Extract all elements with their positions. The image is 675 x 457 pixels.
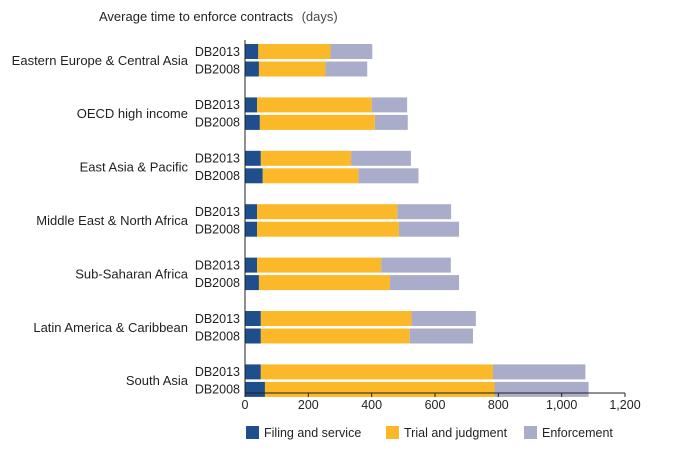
x-tick-label: 200 [298, 398, 319, 412]
bar-segment-trial-and-judgment [257, 97, 372, 113]
bar-segment-enforcement [325, 61, 368, 77]
x-tick-label: 800 [488, 398, 509, 412]
bar-segment-trial-and-judgment [257, 221, 399, 237]
chart-title: Average time to enforce contracts (days) [99, 8, 338, 25]
year-label: DB2013 [195, 205, 240, 219]
x-tick-label: 1,200 [609, 398, 640, 412]
bar-segment-filing-and-service [245, 97, 258, 113]
legend-label: Trial and judgment [404, 426, 508, 440]
bar-segment-enforcement [494, 381, 589, 397]
legend-label: Filing and service [264, 426, 361, 440]
bars-layer [245, 44, 589, 397]
year-label: DB2013 [195, 98, 240, 112]
bar-segment-filing-and-service [245, 311, 261, 326]
legend: Filing and service Trial and judgment Enfo… [246, 426, 613, 440]
legend-swatch [524, 426, 537, 439]
bar-segment-trial-and-judgment [259, 114, 375, 130]
region-label: Middle East & North Africa [36, 213, 188, 228]
bar-segment-filing-and-service [245, 44, 259, 59]
year-label: DB2008 [195, 62, 240, 76]
labels-layer: Eastern Europe & Central Asia DB2013 DB200… [12, 45, 240, 397]
bar-segment-filing-and-service [245, 61, 259, 77]
region-label: Latin America & Caribbean [33, 320, 188, 335]
x-tick-label: 400 [361, 398, 382, 412]
year-label: DB2008 [195, 276, 240, 290]
legend-swatch [386, 426, 399, 439]
year-label: DB2008 [195, 116, 240, 130]
bar-segment-filing-and-service [245, 381, 265, 397]
region-label: Sub-Saharan Africa [75, 266, 189, 281]
bar-segment-enforcement [381, 257, 451, 273]
bar-segment-filing-and-service [245, 168, 263, 184]
bar-segment-filing-and-service [245, 204, 258, 220]
region-label: East Asia & Pacific [80, 160, 189, 175]
year-label: DB2013 [195, 152, 240, 166]
bar-segment-enforcement [371, 97, 408, 113]
region-label: OECD high income [77, 106, 188, 121]
bar-segment-enforcement [374, 114, 408, 130]
x-tick-label: 1,000 [546, 398, 577, 412]
bar-segment-trial-and-judgment [260, 150, 352, 166]
bar-segment-trial-and-judgment [257, 204, 398, 220]
bar-segment-filing-and-service [245, 275, 259, 291]
region-label: Eastern Europe & Central Asia [12, 53, 189, 68]
bar-segment-trial-and-judgment [258, 275, 391, 291]
bar-segment-enforcement [398, 221, 460, 237]
year-label: DB2013 [195, 312, 240, 326]
x-axis: 0 200 400 600 800 1,000 1,200 [242, 40, 641, 412]
bar-segment-enforcement [411, 311, 476, 326]
year-label: DB2008 [195, 329, 240, 343]
region-label: South Asia [126, 373, 189, 388]
bar-segment-enforcement [358, 168, 419, 184]
year-label: DB2008 [195, 383, 240, 397]
bar-segment-enforcement [409, 328, 473, 344]
year-label: DB2013 [195, 365, 240, 379]
bar-segment-trial-and-judgment [257, 257, 382, 273]
bar-segment-trial-and-judgment [258, 61, 326, 77]
bar-segment-enforcement [351, 150, 411, 166]
bar-segment-filing-and-service [245, 114, 260, 130]
bar-segment-filing-and-service [245, 150, 261, 166]
bar-segment-trial-and-judgment [264, 381, 495, 397]
bar-segment-enforcement [397, 204, 452, 220]
bar-segment-filing-and-service [245, 221, 258, 237]
bar-segment-enforcement [330, 44, 373, 59]
bar-segment-trial-and-judgment [260, 328, 410, 344]
legend-label: Enforcement [542, 426, 613, 440]
bar-segment-filing-and-service [245, 364, 261, 380]
bar-segment-filing-and-service [245, 328, 261, 344]
bar-segment-enforcement [492, 364, 586, 380]
bar-segment-trial-and-judgment [260, 311, 412, 326]
year-label: DB2008 [195, 169, 240, 183]
x-tick-label: 0 [242, 398, 249, 412]
year-label: DB2013 [195, 45, 240, 59]
legend-swatch [246, 426, 259, 439]
year-label: DB2008 [195, 223, 240, 237]
year-label: DB2013 [195, 258, 240, 272]
bar-segment-filing-and-service [245, 257, 258, 273]
bar-segment-trial-and-judgment [258, 44, 331, 59]
bar-segment-enforcement [390, 275, 460, 291]
x-tick-label: 600 [425, 398, 446, 412]
bar-segment-trial-and-judgment [260, 364, 493, 380]
bar-segment-trial-and-judgment [262, 168, 359, 184]
